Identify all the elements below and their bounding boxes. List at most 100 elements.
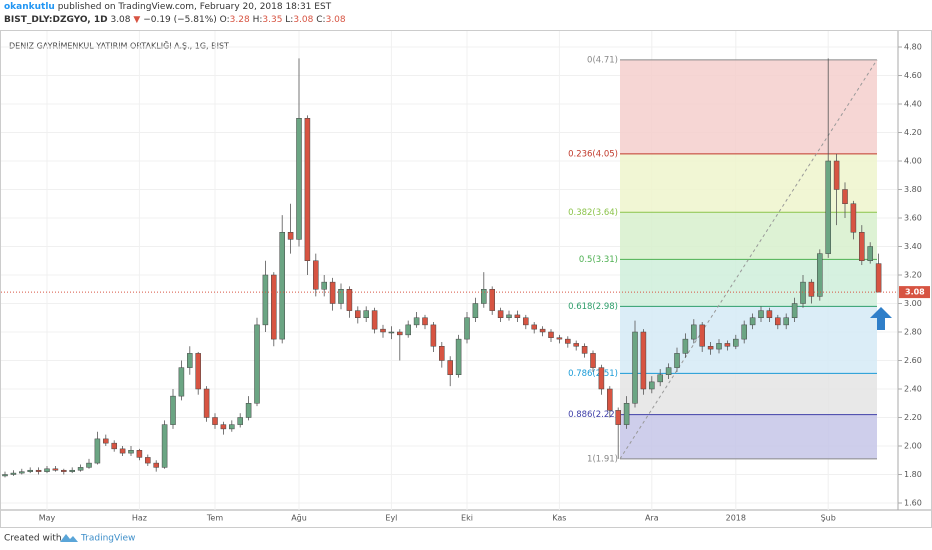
axis: 1.60 1.80 2.00 2.20 2.40 2.60 2.80 3.00 3.20 3.40… <box>39 43 930 523</box>
price-badge <box>899 286 930 299</box>
fib-label: 0.618(2.98) <box>568 302 618 312</box>
candle-body <box>52 468 59 471</box>
c: 3.08 <box>325 15 346 25</box>
candle-body <box>590 353 596 368</box>
last: 3.08 <box>110 15 131 25</box>
candle-body <box>10 472 17 475</box>
candle-body <box>304 118 311 261</box>
y-tick-label: 3.60 <box>904 214 922 223</box>
o-label: O: <box>219 15 230 25</box>
candle-body <box>640 331 647 390</box>
candle-body <box>875 263 882 293</box>
candle-body <box>741 324 747 340</box>
x-tick-label: Ara <box>645 514 659 523</box>
y-tick-label: 3.20 <box>904 271 922 280</box>
footer: Created with TradingView <box>4 534 135 544</box>
candle-body <box>380 328 386 333</box>
candle-body <box>699 324 705 347</box>
candle-body <box>69 469 75 472</box>
arrow: ▼ <box>133 15 141 25</box>
published: published on TradingView.com, February 2… <box>57 2 332 12</box>
candle-body <box>749 317 756 326</box>
candle-body <box>363 310 369 318</box>
candle-body <box>346 289 353 311</box>
candle-body <box>791 303 798 318</box>
fib-label: 0.886(2.22) <box>568 410 618 420</box>
candle-body <box>2 474 8 477</box>
fib-label: 1(1.91) <box>587 454 618 464</box>
candle-body <box>397 331 403 336</box>
y-tick-label: 4.40 <box>904 100 922 109</box>
candle-body <box>229 424 235 430</box>
symbol-line: BIST_DLY:DZGYO, 1D 3.08 ▼ −0.19 (−5.81%)… <box>4 14 346 27</box>
candle-body <box>817 253 823 297</box>
publish-line: okankutlu published on TradingView.com, … <box>4 1 346 14</box>
candle-body <box>161 424 168 468</box>
candle-body <box>287 232 294 240</box>
candle-body <box>388 331 395 334</box>
x-tick-label: Tem <box>206 514 223 523</box>
author[interactable]: okankutlu <box>4 2 55 12</box>
x-tick-label: Haz <box>132 514 147 523</box>
candle-body <box>665 367 672 375</box>
x-tick-label: May <box>39 514 56 523</box>
candle-body <box>254 324 260 404</box>
o: 3.28 <box>229 15 250 25</box>
candle-body <box>674 353 680 368</box>
candle-body <box>548 331 554 338</box>
footer-created: Created with <box>4 534 62 544</box>
candle-body <box>371 310 378 330</box>
candle-body <box>237 417 243 425</box>
y-tick-label: 3.80 <box>904 185 922 194</box>
candle-body <box>413 317 420 326</box>
candle-body <box>455 338 462 375</box>
candle-body <box>682 338 689 354</box>
y-tick-label: 3.00 <box>904 299 922 308</box>
candle-body <box>111 442 117 450</box>
candle-body <box>657 374 663 383</box>
candle-body <box>573 343 579 347</box>
h-label: H: <box>252 15 263 25</box>
fib-label: 0.5(3.31) <box>579 255 618 265</box>
candle-body <box>859 232 865 261</box>
candle-body <box>19 471 25 474</box>
fib-trend <box>619 59 878 460</box>
candle-body <box>481 289 487 304</box>
candle-body <box>758 310 764 318</box>
candle-body <box>338 289 344 304</box>
candle-body <box>245 403 252 418</box>
candle-body <box>262 274 269 326</box>
footer-brand[interactable]: TradingView <box>80 534 135 544</box>
candle-body <box>136 450 143 458</box>
candle-body <box>119 448 126 454</box>
candle-body <box>27 469 33 472</box>
candle-body <box>506 314 512 318</box>
price-badge-label: 3.08 <box>905 288 925 297</box>
candle-body <box>103 438 109 444</box>
candle-body <box>733 338 739 347</box>
candle-body <box>313 260 319 290</box>
x-tick-label: Kas <box>552 514 566 523</box>
candle-body <box>825 160 831 254</box>
symbol: BIST_DLY:DZGYO, 1D <box>4 15 108 25</box>
l: 3.08 <box>293 15 314 25</box>
y-tick-label: 2.00 <box>904 442 922 451</box>
fib-label: 0.382(3.64) <box>568 208 618 218</box>
fib-label: 0.236(4.05) <box>568 149 618 159</box>
fibonacci: 0(4.71) 0.236(4.05) 0.382(3.64) 0.5(3.31) 0.… <box>568 55 878 464</box>
candle-body <box>623 403 630 425</box>
y-tick-label: 4.20 <box>904 128 922 137</box>
candle-body <box>724 343 731 347</box>
fib-zone <box>620 212 877 260</box>
candle-body <box>833 160 840 190</box>
candle-body <box>447 360 453 375</box>
candle-body <box>178 367 185 397</box>
candle-body <box>329 281 336 304</box>
y-tick-label: 2.40 <box>904 385 922 394</box>
candle-body <box>405 324 411 336</box>
logo <box>60 534 78 542</box>
y-tick-label: 4.60 <box>904 71 922 80</box>
candle-body <box>607 388 613 411</box>
candle-body <box>77 467 84 471</box>
